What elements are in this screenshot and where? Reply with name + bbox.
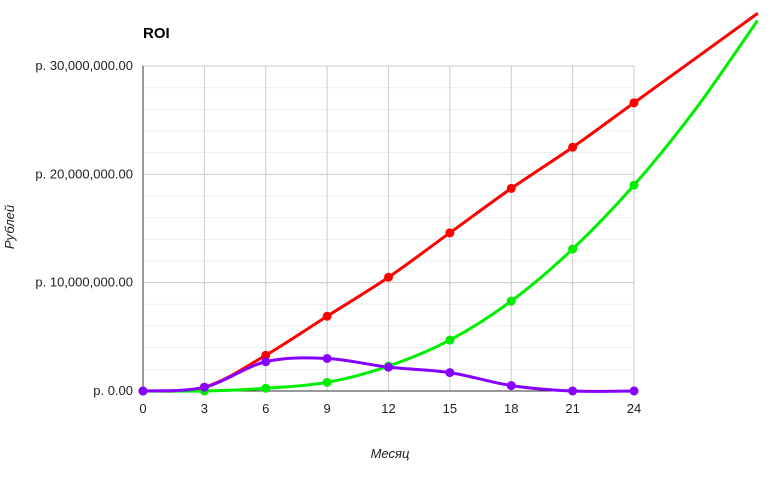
data-point — [261, 350, 271, 360]
data-point — [445, 228, 455, 238]
data-point — [506, 183, 516, 193]
data-point — [568, 386, 578, 396]
data-point — [322, 311, 332, 321]
series-line — [141, 20, 759, 393]
grid — [142, 65, 635, 392]
data-point — [629, 386, 639, 396]
y-tick-label: р. 20,000,000.00 — [35, 166, 133, 181]
data-point — [261, 357, 271, 367]
x-tick-label: 0 — [139, 401, 146, 416]
x-axis-label: Месяц — [371, 446, 410, 461]
points-layer — [138, 98, 639, 396]
x-tick-label: 15 — [443, 401, 457, 416]
tick-labels: р. 0.00 р. 10,000,000.00 р. 20,000,000.00 р… — [35, 58, 641, 416]
data-point — [384, 272, 393, 282]
data-point — [445, 368, 455, 378]
data-point — [322, 354, 332, 363]
data-point — [199, 382, 209, 392]
data-point — [445, 335, 455, 345]
y-tick-label: р. 0.00 — [93, 383, 133, 398]
x-tick-label: 12 — [381, 401, 395, 416]
y-tick-label: р. 30,000,000.00 — [35, 58, 133, 73]
x-tick-label: 18 — [504, 401, 518, 416]
x-tick-label: 6 — [262, 401, 269, 416]
x-tick-label: 24 — [627, 401, 641, 416]
data-point — [322, 377, 332, 387]
data-point — [629, 180, 639, 190]
data-point — [568, 244, 578, 254]
chart-title: ROI — [143, 25, 170, 42]
data-point — [568, 142, 578, 152]
x-tick-label: 9 — [324, 401, 331, 416]
data-point — [261, 383, 271, 393]
x-tick-label: 21 — [565, 401, 579, 416]
data-point — [138, 386, 148, 396]
data-point — [506, 381, 516, 391]
x-tick-label: 3 — [201, 401, 208, 416]
y-tick-label: р. 10,000,000.00 — [35, 275, 133, 290]
y-axis-label: Рублей — [2, 205, 17, 249]
data-point — [506, 296, 516, 306]
data-point — [629, 98, 639, 108]
data-point — [384, 362, 393, 372]
